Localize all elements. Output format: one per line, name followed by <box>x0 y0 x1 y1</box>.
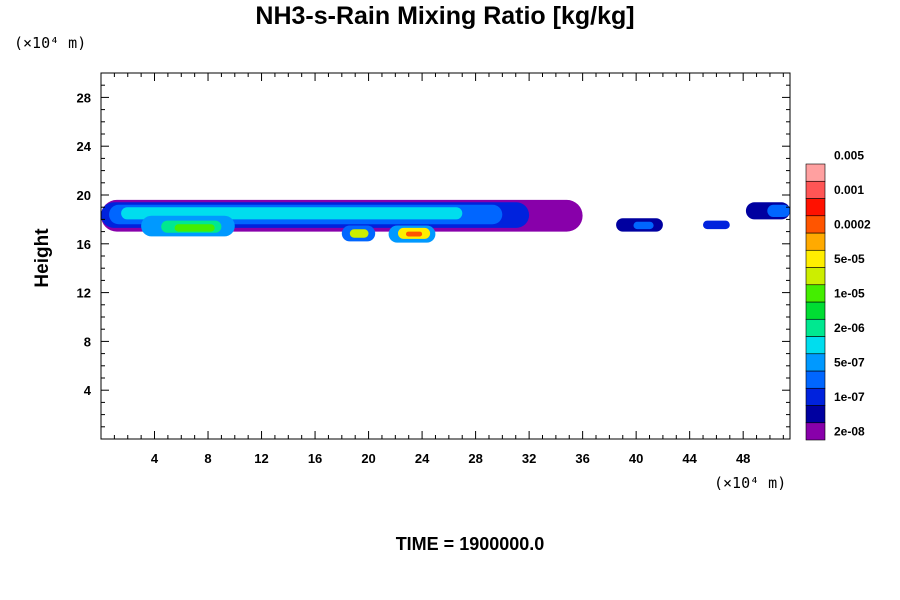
colorbar-label: 5e-05 <box>834 252 865 266</box>
plot-frame <box>100 72 791 440</box>
y-axis-unit: (×10⁴ m) <box>14 34 86 52</box>
colorbar-swatch-9 <box>805 267 826 286</box>
colorbar-swatch-13 <box>805 198 826 217</box>
data-region-6 <box>174 224 215 232</box>
colorbar-swatch-1 <box>805 405 826 424</box>
chart-title: NH3-s-Rain Mixing Ratio [kg/kg] <box>255 2 634 30</box>
colorbar-swatch-6 <box>805 318 826 337</box>
colorbar-label: 1e-07 <box>834 390 865 404</box>
colorbar-label: 0.001 <box>834 183 864 197</box>
y-axis: 4 8 12 16 20 24 28 <box>77 84 790 428</box>
colorbar-label: 2e-08 <box>834 424 865 438</box>
colorbar: 2e-08 1e-07 5e-07 2e-06 1e-05 5e-05 0.0002 0.00… <box>805 148 871 441</box>
colorbar-label: 1e-05 <box>834 286 865 300</box>
colorbar-swatch-4 <box>805 353 826 372</box>
x-axis: 4 8 12 16 20 24 28 32 36 40 44 48 <box>113 73 784 466</box>
data-region-16 <box>767 204 790 217</box>
y-tick-label: 24 <box>77 139 92 154</box>
x-tick-label: 44 <box>682 451 697 466</box>
y-tick-label: 20 <box>77 188 91 203</box>
colorbar-swatch-14 <box>805 180 826 199</box>
y-tick-label: 16 <box>77 237 91 252</box>
colorbar-label: 0.005 <box>834 148 864 162</box>
colorbar-swatch-15 <box>805 163 826 182</box>
y-tick-label: 12 <box>77 286 91 301</box>
colorbar-label: 2e-06 <box>834 321 865 335</box>
x-tick-label: 16 <box>308 451 322 466</box>
data-region-11 <box>406 231 423 237</box>
x-tick-label: 28 <box>468 451 482 466</box>
colorbar-swatch-5 <box>805 336 826 355</box>
data-region-14 <box>703 220 730 230</box>
colorbar-swatch-8 <box>805 284 826 303</box>
x-tick-label: 36 <box>575 451 589 466</box>
x-tick-label: 40 <box>629 451 643 466</box>
y-tick-label: 8 <box>84 334 91 349</box>
x-tick-label: 4 <box>151 451 159 466</box>
colorbar-swatch-12 <box>805 215 826 234</box>
colorbar-label: 5e-07 <box>834 355 865 369</box>
colorbar-swatch-3 <box>805 370 826 389</box>
time-label: TIME = 1900000.0 <box>396 534 545 554</box>
colorbar-swatch-0 <box>805 422 826 441</box>
x-tick-label: 24 <box>415 451 430 466</box>
y-tick-label: 4 <box>84 383 92 398</box>
colorbar-swatch-11 <box>805 232 826 251</box>
colorbar-swatch-2 <box>805 387 826 406</box>
x-axis-unit: (×10⁴ m) <box>714 474 786 492</box>
x-tick-label: 32 <box>522 451 536 466</box>
x-tick-label: 12 <box>254 451 268 466</box>
colorbar-swatch-7 <box>805 301 826 320</box>
x-tick-label: 48 <box>736 451 750 466</box>
y-tick-label: 28 <box>77 90 91 105</box>
y-axis-label: Height <box>32 228 53 288</box>
plot-data-layer <box>101 199 790 243</box>
data-region-8 <box>349 229 369 238</box>
x-tick-label: 8 <box>204 451 211 466</box>
colorbar-label: 0.0002 <box>834 217 871 231</box>
data-region-13 <box>633 221 654 230</box>
x-tick-label: 20 <box>361 451 375 466</box>
colorbar-swatch-10 <box>805 249 826 268</box>
